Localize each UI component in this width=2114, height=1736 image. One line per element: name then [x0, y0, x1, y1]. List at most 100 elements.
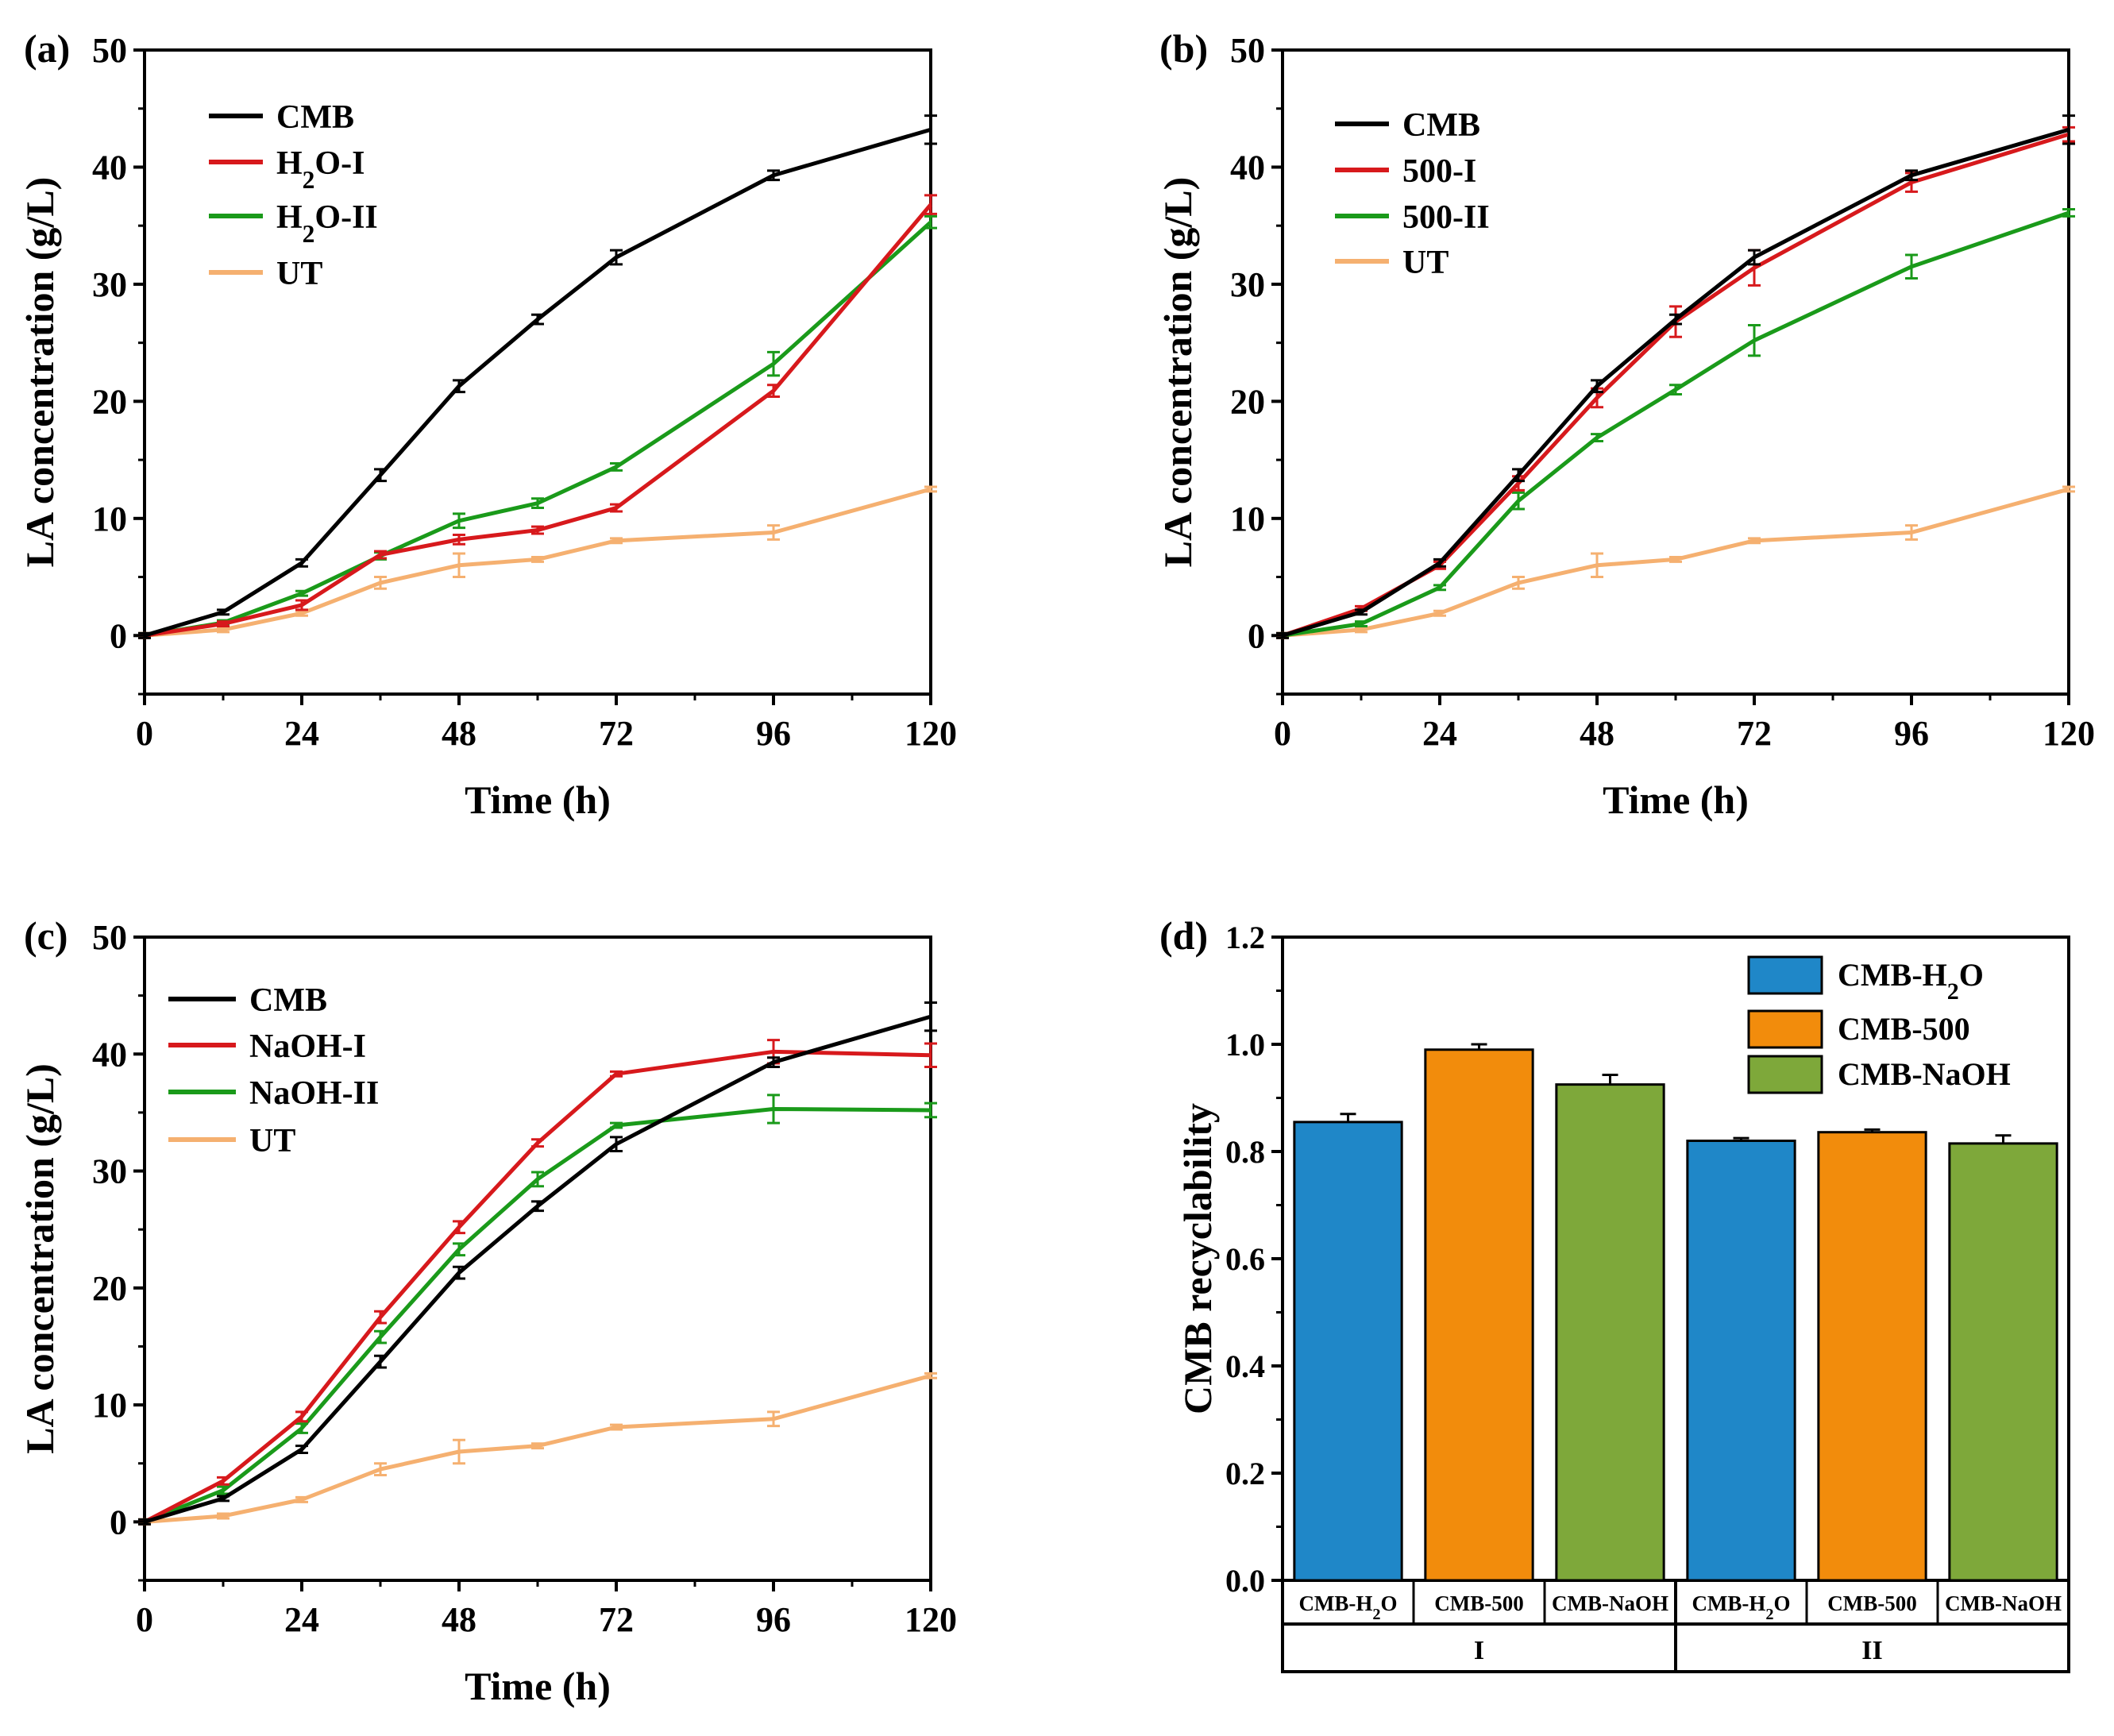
y-tick-label: 40 — [92, 1035, 127, 1074]
y-tick-label: 0.2 — [1225, 1456, 1265, 1491]
error-bar — [295, 599, 308, 611]
y-tick-label: 20 — [92, 1269, 127, 1308]
y-tick-label: 50 — [1230, 31, 1265, 70]
y-tick-label: 10 — [92, 500, 127, 538]
error-bar — [1905, 524, 1918, 541]
legend-label: CMB-NaOH — [1838, 1056, 2011, 1092]
legend-label: CMB — [276, 99, 354, 136]
error-bar — [1512, 576, 1525, 590]
x-tick-label: 24 — [284, 1600, 319, 1639]
x-tick-label: 72 — [1737, 714, 1772, 753]
error-bar — [767, 1056, 780, 1068]
error-bar — [610, 1136, 623, 1153]
error-bar — [2062, 208, 2075, 218]
error-bar — [1512, 491, 1525, 511]
error-bar — [295, 589, 308, 597]
legend-label: UT — [249, 1123, 295, 1159]
error-bar — [453, 512, 465, 530]
x-tick-label: 120 — [2043, 714, 2095, 753]
axes-frame — [143, 48, 932, 696]
error-bar — [217, 1512, 230, 1520]
error-bar — [1276, 631, 1289, 639]
y-tick-label: 30 — [92, 1152, 127, 1191]
chart-panel-a: (a) 0 10 20 30 40 50 0 24 48 72 96 120 Time (h) LA con… — [17, 26, 957, 822]
error-bar — [1602, 1073, 1618, 1085]
error-bar — [610, 1121, 623, 1129]
error-bar — [1591, 433, 1603, 442]
y-tick-label: 40 — [92, 148, 127, 187]
error-bar — [924, 194, 937, 215]
x-tick-label: 0 — [136, 1600, 153, 1639]
legend-label: UT — [276, 256, 322, 292]
error-bar — [767, 524, 780, 541]
error-bar — [531, 1171, 544, 1188]
bar-CMB-NaOH-II — [1948, 1142, 2058, 1582]
error-bar — [453, 1220, 465, 1235]
error-bar — [2062, 485, 2075, 493]
panel-label: (a) — [24, 26, 70, 71]
category-label: CMB-H2O — [1692, 1591, 1790, 1623]
error-bar — [1433, 557, 1446, 568]
error-bar — [1748, 324, 1761, 357]
legend-label: CMB — [249, 982, 327, 1019]
y-tick-label: 0.6 — [1225, 1241, 1265, 1277]
x-axis-label: Time (h) — [1603, 777, 1749, 822]
error-bar — [767, 350, 780, 377]
error-bar — [531, 555, 544, 563]
error-bar — [531, 525, 544, 535]
error-bar — [1733, 1136, 1749, 1141]
error-bar — [610, 1070, 623, 1078]
x-tick-label: 0 — [136, 714, 153, 753]
y-tick-label: 0 — [110, 616, 127, 655]
error-bar — [2062, 114, 2075, 145]
legend-swatch — [1747, 955, 1823, 995]
error-bar — [217, 1476, 230, 1486]
category-label: CMB-500 — [1827, 1591, 1916, 1615]
y-axis-label: LA concentration (g/L) — [1155, 177, 1200, 568]
bar-CMB-500-I — [1424, 1048, 1534, 1582]
legend-label: 500-I — [1402, 153, 1476, 190]
error-bar — [1669, 313, 1682, 326]
error-bar — [767, 169, 780, 182]
y-axis-label: CMB recyclability — [1175, 1103, 1220, 1414]
error-bar — [531, 1138, 544, 1148]
y-tick-label: 10 — [92, 1386, 127, 1425]
error-bar — [1433, 584, 1446, 592]
error-bar — [374, 576, 387, 590]
y-tick-label: 0.4 — [1225, 1348, 1265, 1384]
y-tick-label: 30 — [92, 265, 127, 304]
error-bar — [531, 1200, 544, 1213]
y-tick-label: 0.8 — [1225, 1134, 1265, 1170]
axes-frame — [1281, 48, 2070, 696]
x-tick-label: 24 — [1422, 714, 1457, 753]
error-bar — [453, 533, 465, 546]
error-bar — [1340, 1113, 1356, 1122]
x-tick-label: 48 — [1580, 714, 1614, 753]
legend-label: H2O-I — [276, 145, 365, 194]
legend-label: NaOH-I — [249, 1028, 366, 1065]
x-tick-label: 72 — [599, 714, 634, 753]
error-bar — [374, 468, 387, 483]
error-bar — [1748, 249, 1761, 266]
error-bar — [295, 1495, 308, 1503]
x-tick-label: 48 — [442, 1600, 476, 1639]
error-bar — [767, 384, 780, 398]
x-tick-label: 96 — [756, 1600, 791, 1639]
y-tick-label: 1.2 — [1225, 920, 1265, 955]
error-bar — [1669, 384, 1682, 396]
legend-label: H2O-II — [276, 199, 378, 248]
error-bar — [217, 1495, 230, 1503]
error-bar — [531, 497, 544, 510]
series-line-H2O-I — [144, 203, 932, 638]
error-bar — [138, 631, 151, 639]
legend-label: 500-II — [1402, 199, 1490, 236]
x-tick-label: 24 — [284, 714, 319, 753]
error-bar — [453, 1242, 465, 1257]
category-label: CMB-NaOH — [1552, 1591, 1668, 1615]
category-label: CMB-NaOH — [1945, 1591, 2062, 1615]
error-bar — [374, 1329, 387, 1344]
y-tick-label: 50 — [92, 31, 127, 70]
error-bar — [1669, 555, 1682, 563]
bar-CMB-500-II — [1817, 1131, 1927, 1582]
error-bar — [767, 1094, 780, 1125]
